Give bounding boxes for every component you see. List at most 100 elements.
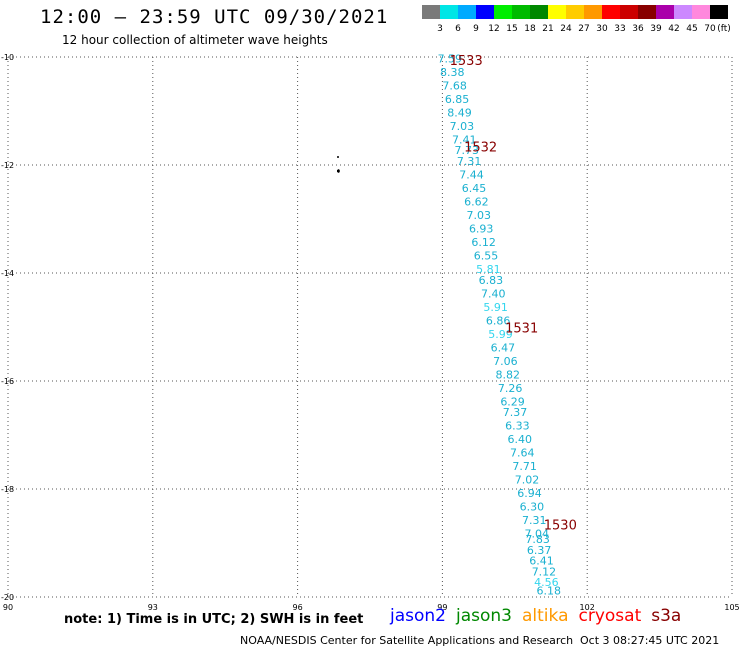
legend-swatch (656, 5, 674, 19)
credit-line: NOAA/NESDIS Center for Satellite Applica… (240, 634, 574, 647)
wave-height-value: 5.91 (483, 301, 508, 314)
legend-label: 3 (437, 24, 443, 34)
legend-swatch (476, 5, 494, 19)
legend-swatch (584, 5, 602, 19)
satellite-name: jason2 (390, 606, 446, 626)
legend-label: 18 (524, 24, 536, 34)
island-marker (337, 156, 340, 173)
pass-time-label: 1533 (450, 54, 483, 69)
legend-label: 27 (578, 24, 590, 34)
legend-swatch (620, 5, 638, 19)
wave-height-value: 5.81 (476, 263, 501, 276)
legend-swatch (422, 5, 440, 19)
pass-time-label: 1532 (464, 141, 497, 156)
legend-label: 30 (596, 24, 608, 34)
map-grid (7, 56, 733, 598)
wave-height-value: 7.68 (442, 79, 467, 92)
wave-height-legend: 3 6 9 12 15 18 21 24 27 30 33 36 39 42 45 70 (ft) (422, 5, 731, 35)
wave-height-value: 8.49 (447, 106, 472, 119)
wave-height-value: 7.59 (438, 52, 463, 65)
legend-swatch (512, 5, 530, 19)
legend-unit: (ft) (717, 24, 731, 34)
satellite-name: altika (522, 606, 569, 626)
wave-height-value: 6.33 (505, 420, 530, 433)
wave-height-value: 7.71 (512, 460, 537, 473)
pass-time-labels: 1533 1532 1531 1530 (450, 54, 577, 533)
legend-label: 42 (668, 24, 680, 34)
lat-tick-label: -18 (1, 485, 14, 494)
legend-label: 36 (632, 24, 644, 34)
pass-time-label: 1531 (505, 321, 538, 336)
generated-timestamp: Oct 3 08:27:45 UTC 2021 (580, 634, 720, 647)
map-subtitle: 12 hour collection of altimeter wave hei… (62, 33, 328, 47)
wave-height-value: 7.02 (515, 474, 540, 487)
pass-time-label: 1530 (544, 519, 577, 534)
wave-height-value: 7.31 (522, 514, 547, 527)
wave-height-value: 7.12 (532, 565, 557, 578)
legend-label: 9 (473, 24, 479, 34)
wave-height-value: 6.93 (469, 223, 494, 236)
wave-height-value: 6.86 (486, 314, 511, 327)
wave-height-value: 8.38 (440, 66, 465, 79)
wave-height-value: 7.73 (454, 144, 479, 157)
wave-height-value: 8.82 (495, 368, 520, 381)
lon-tick-label: 90 (3, 603, 13, 612)
legend-label: 15 (506, 24, 518, 34)
wave-height-value: 6.41 (529, 555, 554, 568)
legend-swatch (440, 5, 458, 19)
wave-height-value: 6.30 (520, 501, 545, 514)
wave-height-value: 7.03 (450, 120, 475, 133)
lat-tick-label: -14 (1, 269, 14, 278)
legend-label: 21 (542, 24, 554, 34)
legend-swatch (458, 5, 476, 19)
lat-tick-label: -20 (1, 593, 14, 602)
wave-height-value: 7.06 (493, 355, 517, 368)
wave-height-value: 7.83 (525, 533, 550, 546)
wave-height-value: 6.85 (445, 93, 470, 106)
wave-height-value: 7.04 (524, 528, 549, 541)
wave-height-value: 7.26 (498, 382, 523, 395)
legend-swatch (638, 5, 656, 19)
axis-tick-labels: 90 93 96 99 102 105 -10 -12 -14 -16 -18 -20 (1, 53, 740, 612)
legend-label: 39 (650, 24, 662, 34)
wave-height-value: 6.40 (508, 433, 533, 446)
wave-height-value: 7.40 (481, 287, 506, 300)
legend-label: 6 (455, 24, 461, 34)
legend-swatch (602, 5, 620, 19)
footer-note: note: 1) Time is in UTC; 2) SWH is in fe… (64, 612, 364, 627)
lat-tick-label: -10 (1, 53, 14, 62)
legend-swatch (530, 5, 548, 19)
lat-tick-label: -12 (1, 161, 14, 170)
wave-height-value: 7.41 (452, 133, 477, 146)
legend-label: 12 (488, 24, 500, 34)
legend-swatch (674, 5, 692, 19)
wave-height-value: 4.56 (534, 576, 559, 589)
lon-tick-label: 93 (148, 603, 158, 612)
lon-tick-label: 99 (437, 603, 447, 612)
wave-height-value: 5.99 (488, 328, 512, 341)
map-title: 12:00 – 23:59 UTC 09/30/2021 (40, 6, 389, 28)
satellite-name: s3a (651, 606, 682, 626)
wave-height-value: 7.31 (457, 155, 482, 168)
wave-height-value: 6.62 (464, 196, 489, 209)
lon-tick-label: 96 (293, 603, 303, 612)
wave-height-value: 6.37 (527, 544, 552, 557)
legend-swatch (548, 5, 566, 19)
legend-swatch (566, 5, 584, 19)
wave-height-value: 7.44 (459, 169, 484, 182)
wave-height-value: 7.64 (510, 447, 535, 460)
wave-height-value: 6.55 (474, 250, 499, 263)
legend-swatch (692, 5, 710, 19)
wave-height-value: 6.83 (479, 274, 504, 287)
wave-height-value: 6.18 (537, 584, 562, 597)
wave-height-labels: 7.598.387.686.858.497.037.417.737.317.44… (438, 52, 561, 597)
legend-label: 24 (560, 24, 572, 34)
legend-label: 45 (686, 24, 698, 34)
lat-tick-label: -16 (1, 377, 14, 386)
satellite-legend: jason2 jason3 altika cryosat s3a (390, 606, 691, 626)
wave-height-value: 6.94 (517, 487, 542, 500)
satellite-name: cryosat (578, 606, 642, 626)
legend-swatch (710, 5, 728, 19)
wave-height-value: 6.47 (491, 341, 515, 354)
